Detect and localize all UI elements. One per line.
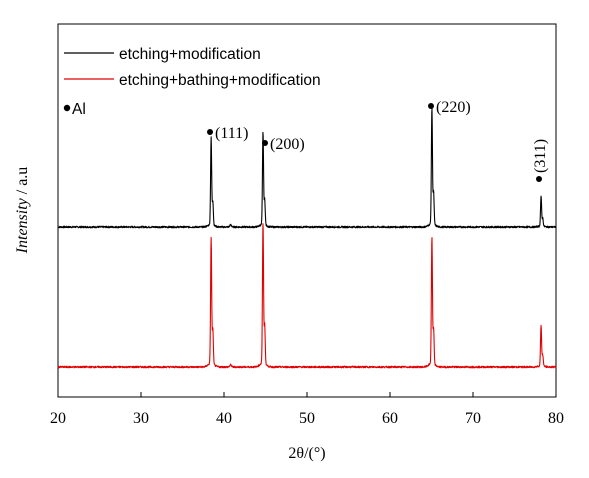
peak-marker-200: [262, 140, 268, 146]
peak-marker-111: [207, 129, 213, 135]
x-tick-label: 30: [133, 410, 149, 427]
x-tick-label: 50: [299, 410, 315, 427]
peak-label-200: (200): [270, 136, 305, 153]
series-lines: [57, 107, 557, 369]
peak-annotations: (111) (200) (220) (311): [207, 99, 549, 182]
legend-label-etching-modification: etching+modification: [119, 46, 261, 63]
y-axis-label-italic: Intensity: [14, 197, 31, 254]
y-axis-label-unit: / a.u: [14, 167, 31, 199]
phase-marker-label: Al: [72, 101, 86, 118]
legend-label-etching-bathing-modification: etching+bathing+modification: [119, 72, 321, 89]
peak-label-111: (111): [215, 125, 248, 142]
peak-label-220: (220): [436, 99, 471, 116]
x-tick-label: 80: [548, 410, 564, 427]
x-tick-label: 70: [465, 410, 481, 427]
x-axis-ticks: 20 30 40 50 60 70 80: [50, 392, 564, 427]
x-tick-label: 40: [216, 410, 232, 427]
phase-marker-dot: [63, 104, 71, 112]
peak-marker-311: [536, 176, 542, 182]
legend: etching+modification etching+bathing+mod…: [63, 46, 321, 118]
series-line-0: [57, 107, 557, 229]
series-line-1: [57, 223, 557, 369]
peak-label-311: (311): [532, 139, 549, 173]
x-tick-label: 60: [382, 410, 398, 427]
x-axis-label: 2θ/(°): [288, 445, 325, 462]
y-axis-label: Intensity / a.u: [14, 167, 31, 255]
peak-marker-220: [428, 103, 434, 109]
x-tick-label: 20: [50, 410, 66, 427]
